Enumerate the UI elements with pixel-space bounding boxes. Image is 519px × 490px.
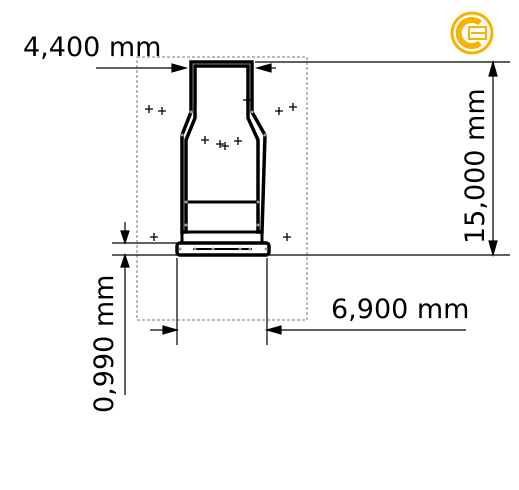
profile-detail-dots xyxy=(178,110,268,251)
height-dimension xyxy=(488,59,498,258)
bottom-width-dimension xyxy=(150,258,466,345)
bounding-box xyxy=(136,56,308,321)
profile-section xyxy=(175,60,271,257)
height-label: 15,000 mm xyxy=(460,88,491,244)
flange-thickness-dimension xyxy=(120,222,130,395)
top-width-dimension xyxy=(96,63,276,73)
bottom-width-label: 6,900 mm xyxy=(331,294,469,325)
crosshair-markers xyxy=(145,96,297,241)
top-width-label: 4,400 mm xyxy=(23,32,161,63)
brand-logo-icon xyxy=(449,10,495,56)
flange-thickness-label: 0,990 mm xyxy=(89,275,120,413)
